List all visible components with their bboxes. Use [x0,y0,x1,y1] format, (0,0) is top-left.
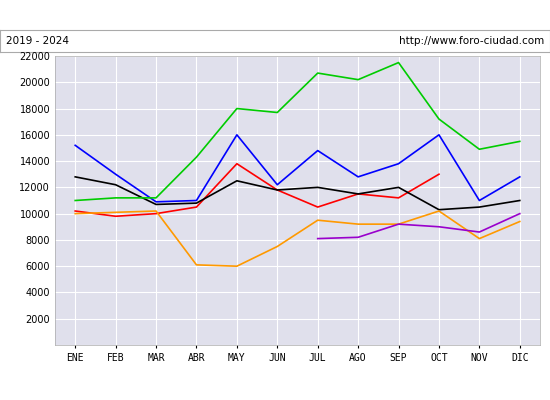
Text: Evolucion Nº Turistas Nacionales en el municipio de Yecla: Evolucion Nº Turistas Nacionales en el m… [59,8,491,22]
Text: 2019 - 2024: 2019 - 2024 [6,36,69,46]
Text: http://www.foro-ciudad.com: http://www.foro-ciudad.com [399,36,544,46]
